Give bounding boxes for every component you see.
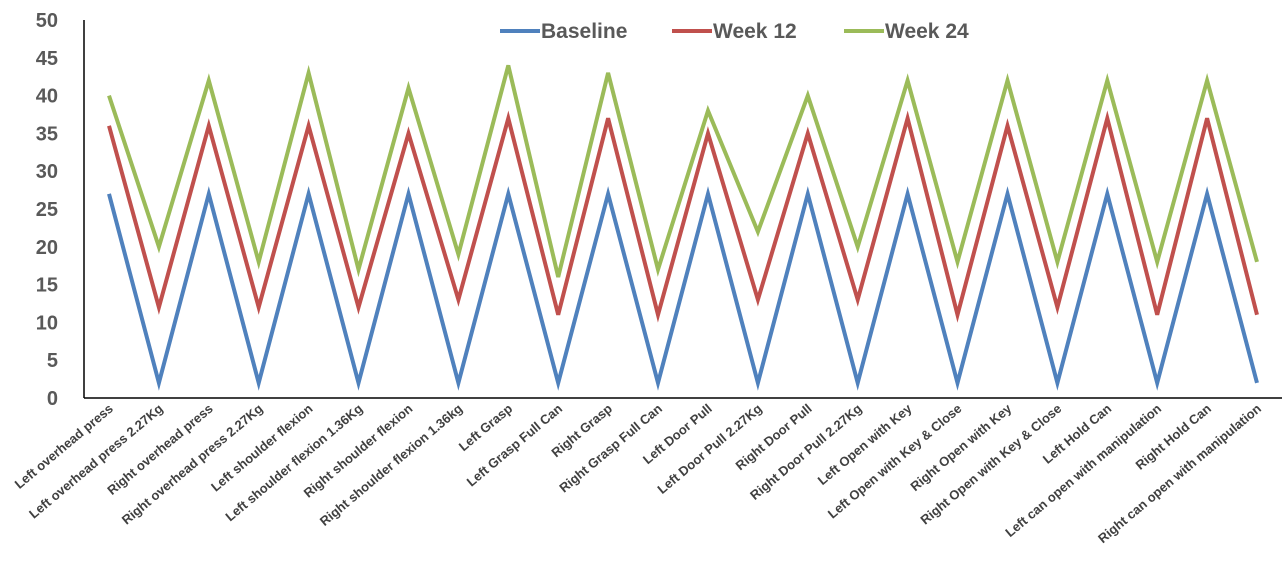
x-tick-label: Left Open with Key xyxy=(815,400,915,488)
legend-label: Week 24 xyxy=(885,20,969,43)
y-tick-label: 50 xyxy=(36,10,58,32)
y-tick-label: 0 xyxy=(47,388,58,410)
series-lines xyxy=(107,64,1259,391)
series-line-week-12 xyxy=(107,110,1259,323)
y-tick-label: 5 xyxy=(47,350,58,372)
y-tick-label: 20 xyxy=(36,237,58,259)
y-tick-label: 10 xyxy=(36,312,58,334)
legend: Baseline Week 12 Week 24 xyxy=(500,20,969,43)
y-tick-label: 45 xyxy=(36,48,58,70)
y-axis-ticks: 0 5 10 15 20 25 30 35 40 45 50 xyxy=(36,10,58,410)
legend-label: Baseline xyxy=(541,20,627,43)
y-tick-label: 15 xyxy=(36,275,58,297)
series-line-baseline xyxy=(107,186,1259,391)
series-line-week-24 xyxy=(107,64,1259,278)
y-tick-label: 35 xyxy=(36,123,58,145)
x-tick-label: Left Grasp Full Can xyxy=(464,401,566,490)
y-tick-label: 40 xyxy=(36,86,58,108)
y-tick-label: 25 xyxy=(36,199,58,221)
y-tick-label: 30 xyxy=(36,161,58,183)
legend-label: Week 12 xyxy=(713,20,797,43)
